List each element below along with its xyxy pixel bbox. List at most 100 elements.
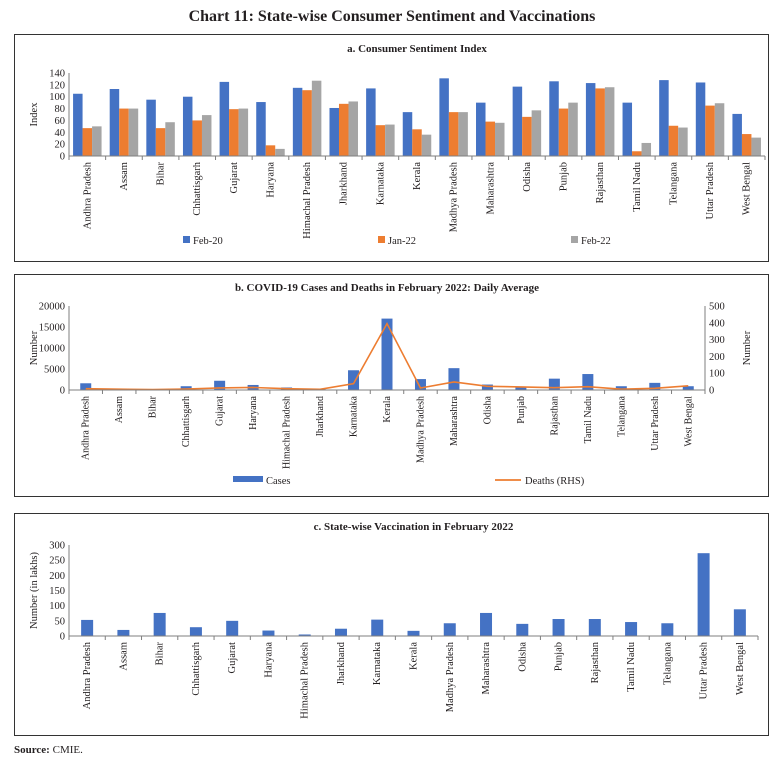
x-tick-label-madhya-pradesh: Madhya Pradesh	[445, 641, 456, 712]
chart-title: b. COVID-19 Cases and Deaths in February…	[235, 282, 539, 294]
bar-jan-22-telangana	[668, 125, 679, 156]
x-tick-label-maharashtra: Maharashtra	[449, 395, 460, 446]
line-deaths-rhs	[85, 321, 689, 391]
y-right-tick-label: 500	[709, 302, 725, 313]
bar-feb-22-himachal-pradesh	[311, 80, 322, 156]
x-tick-label-telangana: Telangana	[616, 395, 627, 437]
x-tick-label-telangana: Telangana	[668, 162, 679, 205]
bar-feb-20-telangana	[659, 80, 669, 156]
bar-jan-22-jharkhand	[338, 103, 349, 156]
chart-title: c. State-wise Vaccination in February 20…	[314, 521, 514, 533]
x-tick-label-bihar: Bihar	[156, 161, 167, 185]
legend-swatch-feb-22	[571, 236, 578, 243]
legend-swatch-cases	[233, 476, 263, 482]
y-tick-label: 120	[49, 80, 65, 91]
bar-jan-22-bihar	[155, 128, 166, 156]
y-tick-label: 5000	[44, 365, 65, 376]
bar-cases-karnataka	[348, 370, 360, 390]
x-tick-label-west-bengal: West Bengal	[683, 396, 694, 447]
x-tick-label-gujarat: Gujarat	[215, 396, 226, 426]
y-tick-label: 20000	[39, 302, 65, 313]
legend-label-feb-20: Feb-20	[193, 236, 223, 247]
bar-feb-22-assam	[128, 108, 139, 156]
bar-jan-22-tamil-nadu	[632, 151, 642, 156]
y-tick-label: 10000	[39, 344, 65, 355]
y-tick-label: 150	[49, 586, 65, 597]
x-tick-label-telangana: Telangana	[662, 642, 673, 685]
bar-feb-20-maharashtra	[476, 102, 486, 156]
bar-feb-22-west-bengal	[751, 137, 761, 156]
x-tick-label-uttar-pradesh: Uttar Pradesh	[650, 396, 661, 451]
y-tick-label: 50	[55, 616, 66, 627]
bar-feb-20-odisha	[512, 86, 523, 156]
y-tick-label: 20	[55, 140, 66, 151]
y-tick-label: 80	[55, 104, 66, 115]
bar-jan-22-kerala	[412, 129, 422, 156]
x-tick-label-uttar-pradesh: Uttar Pradesh	[699, 641, 710, 699]
bar-vaccinations-chhattisgarh	[189, 627, 202, 636]
bar-feb-20-rajasthan	[585, 83, 596, 156]
bar-jan-22-madhya-pradesh	[448, 112, 459, 156]
legend-swatch-feb-20	[183, 236, 190, 243]
bar-vaccinations-telangana	[661, 623, 674, 636]
bar-feb-20-tamil-nadu	[622, 102, 633, 156]
x-tick-label-chhattisgarh: Chhattisgarh	[191, 641, 202, 695]
bar-feb-22-jharkhand	[348, 101, 358, 156]
x-tick-label-rajasthan: Rajasthan	[595, 161, 606, 203]
x-tick-label-tamil-nadu: Tamil Nadu	[632, 161, 643, 211]
bar-cases-punjab	[515, 387, 527, 390]
x-tick-label-haryana: Haryana	[265, 162, 276, 198]
bar-feb-22-punjab	[568, 102, 578, 156]
bar-feb-22-maharashtra	[495, 122, 505, 156]
x-tick-label-gujarat: Gujarat	[229, 162, 240, 194]
y-axis-label: Index	[29, 102, 40, 127]
x-tick-label-madhya-pradesh: Madhya Pradesh	[449, 161, 460, 232]
legend-swatch-jan-22	[378, 236, 385, 243]
x-tick-label-tamil-nadu: Tamil Nadu	[626, 641, 637, 691]
y-right-tick-label: 0	[709, 386, 714, 397]
x-tick-label-rajasthan: Rajasthan	[549, 396, 560, 435]
x-tick-label-punjab: Punjab	[559, 162, 570, 191]
bar-feb-22-gujarat	[238, 108, 249, 156]
bar-vaccinations-gujarat	[226, 620, 239, 636]
x-tick-label-jharkhand: Jharkhand	[336, 641, 347, 685]
y-right-axis-label: Number	[742, 330, 753, 365]
bar-feb-22-madhya-pradesh	[458, 112, 468, 156]
bar-jan-22-odisha	[522, 116, 532, 156]
bar-feb-20-haryana	[256, 102, 266, 156]
vaccination-chart: c. State-wise Vaccination in February 20…	[29, 521, 759, 719]
bar-feb-22-kerala	[421, 134, 432, 156]
x-tick-label-odisha: Odisha	[522, 162, 533, 192]
bar-feb-20-chhattisgarh	[182, 96, 193, 156]
bar-feb-20-kerala	[402, 112, 413, 156]
x-tick-label-himachal-pradesh: Himachal Pradesh	[302, 161, 313, 238]
y-tick-label: 60	[55, 116, 66, 127]
y-tick-label: 200	[49, 571, 65, 582]
bar-jan-22-andhra-pradesh	[82, 128, 93, 156]
bar-feb-22-bihar	[165, 122, 175, 156]
x-tick-label-karnataka: Karnataka	[375, 162, 386, 205]
bar-jan-22-himachal-pradesh	[302, 90, 312, 156]
source-text: CMIE.	[52, 744, 83, 756]
bar-vaccinations-jharkhand	[334, 628, 347, 636]
x-tick-label-kerala: Kerala	[382, 395, 393, 422]
x-tick-label-kerala: Kerala	[412, 162, 423, 190]
x-tick-label-gujarat: Gujarat	[227, 642, 238, 674]
x-tick-label-punjab: Punjab	[554, 642, 565, 671]
legend-label-jan-22: Jan-22	[388, 236, 416, 247]
bar-vaccinations-himachal-pradesh	[298, 634, 311, 636]
x-tick-label-andhra-pradesh: Andhra Pradesh	[82, 161, 93, 229]
bar-jan-22-maharashtra	[485, 121, 496, 156]
y-tick-label: 0	[60, 386, 65, 397]
x-tick-label-andhra-pradesh: Andhra Pradesh	[81, 396, 92, 460]
source-label: Source:	[14, 744, 50, 756]
x-tick-label-jharkhand: Jharkhand	[315, 396, 326, 437]
y-tick-label: 140	[49, 69, 65, 80]
bar-feb-22-karnataka	[385, 124, 395, 156]
x-tick-label-west-bengal: West Bengal	[742, 162, 753, 215]
y-axis-label: Number (in lakhs)	[29, 552, 40, 629]
x-tick-label-himachal-pradesh: Himachal Pradesh	[282, 396, 293, 469]
bar-feb-20-gujarat	[219, 81, 230, 156]
y-right-tick-label: 200	[709, 352, 725, 363]
bar-jan-22-assam	[119, 108, 129, 156]
